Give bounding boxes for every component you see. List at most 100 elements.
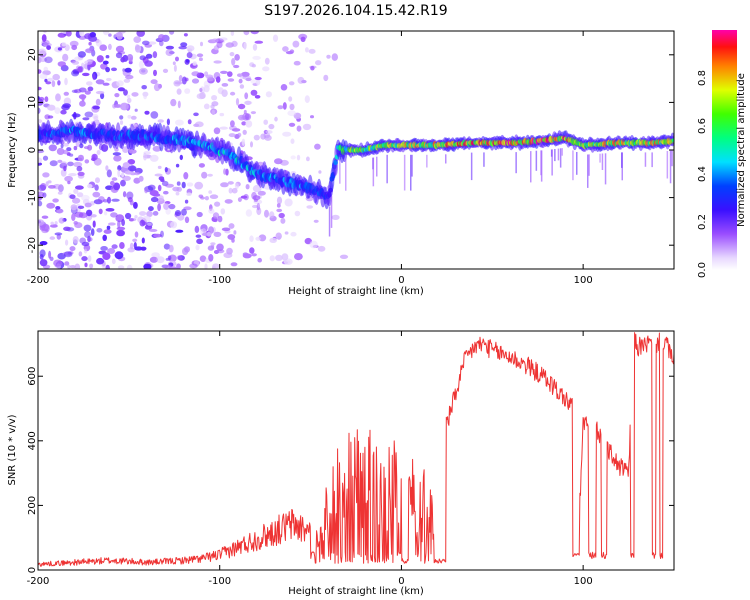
heatmap-noise-cell xyxy=(77,171,85,177)
heatmap-noise-cell xyxy=(293,60,301,66)
heatmap-streak xyxy=(561,148,563,156)
heatmap-streak xyxy=(644,152,647,167)
heatmap-noise-cell xyxy=(124,67,132,73)
heatmap-noise-cell xyxy=(280,84,288,91)
heatmap-noise-cell xyxy=(96,150,101,155)
heatmap-streak xyxy=(483,152,485,167)
heatmap-noise-cell xyxy=(122,162,130,169)
heatmap-noise-cell xyxy=(105,165,109,171)
heatmap-noise-cell xyxy=(178,75,183,82)
heatmap-noise-cell xyxy=(99,44,107,51)
heatmap-noise-cell xyxy=(39,259,48,267)
heatmap-noise-cell xyxy=(82,72,90,77)
heatmap-noise-cell xyxy=(196,53,204,58)
heatmap-noise-cell xyxy=(122,175,131,181)
heatmap-noise-cell xyxy=(249,235,254,242)
heatmap-noise-cell xyxy=(237,103,246,110)
heatmap-noise-cell xyxy=(243,100,253,105)
heatmap-noise-cell xyxy=(102,31,110,36)
heatmap-noise-cell xyxy=(264,134,272,141)
heatmap-noise-cell xyxy=(272,34,279,42)
heatmap-streak xyxy=(410,154,412,191)
heatmap-noise-cell xyxy=(115,32,123,38)
top-x-axis-label: Height of straight line (km) xyxy=(288,286,424,297)
heatmap-noise-cell xyxy=(142,215,151,222)
heatmap-streak xyxy=(651,152,653,168)
heatmap-noise-cell xyxy=(64,175,73,182)
heatmap-noise-cell xyxy=(160,178,165,182)
heatmap-noise-cell xyxy=(111,177,118,181)
heatmap-noise-cell xyxy=(108,222,116,226)
heatmap-noise-cell xyxy=(166,118,170,126)
heatmap-noise-cell xyxy=(254,95,261,99)
heatmap-noise-cell xyxy=(111,198,120,202)
heatmap-noise-cell xyxy=(73,145,78,151)
heatmap-noise-cell xyxy=(84,111,94,118)
heatmap-noise-cell xyxy=(77,66,83,73)
heatmap-noise-cell xyxy=(276,203,281,208)
bottom-x-axis-label: Height of straight line (km) xyxy=(288,586,424,597)
heatmap-noise-cell xyxy=(46,202,56,209)
heatmap-noise-cell xyxy=(163,190,169,195)
heatmap-noise-cell xyxy=(212,212,220,220)
heatmap-noise-cell xyxy=(121,218,125,227)
heatmap-noise-cell xyxy=(280,217,286,224)
heatmap-noise-cell xyxy=(168,203,176,210)
heatmap-noise-cell xyxy=(230,262,238,267)
heatmap-noise-cell xyxy=(241,138,246,146)
heatmap-noise-cell xyxy=(229,52,235,57)
heatmap-noise-cell xyxy=(65,239,69,246)
heatmap-noise-cell xyxy=(331,53,338,61)
heatmap-noise-cell xyxy=(143,152,147,161)
heatmap-noise-cell xyxy=(227,78,235,82)
heatmap-noise-cell xyxy=(157,119,164,123)
y-tick-label: 10 xyxy=(27,96,38,109)
heatmap-noise-cell xyxy=(38,184,46,191)
heatmap-noise-cell xyxy=(42,155,49,161)
heatmap-noise-cell xyxy=(48,144,57,152)
heatmap-noise-cell xyxy=(174,81,184,85)
heatmap-noise-cell xyxy=(228,223,235,229)
heatmap-noise-cell xyxy=(106,169,112,178)
heatmap-noise-cell xyxy=(176,88,182,95)
heatmap-noise-cell xyxy=(211,38,219,43)
heatmap-streak xyxy=(669,150,672,184)
heatmap-noise-cell xyxy=(211,101,219,107)
heatmap-noise-cell xyxy=(250,141,253,148)
heatmap-noise-cell xyxy=(64,77,68,86)
heatmap-noise-cell xyxy=(48,185,56,189)
heatmap-noise-cell xyxy=(289,103,295,111)
heatmap-noise-cell xyxy=(276,208,283,213)
heatmap-noise-cell xyxy=(219,126,228,130)
heatmap-noise-cell xyxy=(153,83,161,92)
heatmap-noise-cell xyxy=(314,143,321,150)
heatmap-noise-cell xyxy=(84,202,92,208)
colorbar-ticks: 0.0 0.2 0.4 0.6 0.8 xyxy=(697,70,708,278)
y-tick-label: 0 xyxy=(27,567,38,573)
heatmap-noise-cell xyxy=(252,195,261,201)
bottom-y-axis-label: SNR (10 * v/v) xyxy=(7,414,18,485)
heatmap-noise-cell xyxy=(172,186,180,192)
heatmap-noise-cell xyxy=(132,238,138,242)
heatmap-noise-cell xyxy=(235,98,240,106)
heatmap-noise-cell xyxy=(242,129,247,135)
heatmap-noise-cell xyxy=(288,96,293,102)
top-y-ticks: -20 -10 0 10 20 xyxy=(27,48,674,253)
heatmap-noise-cell xyxy=(144,187,149,194)
heatmap-noise-cell xyxy=(213,250,220,254)
heatmap-noise-cell xyxy=(191,78,200,84)
heatmap-streak xyxy=(559,148,562,168)
heatmap-noise-cell xyxy=(241,121,247,126)
heatmap-noise-cell xyxy=(38,119,43,124)
heatmap-streak xyxy=(386,154,388,184)
heatmap-streak xyxy=(540,150,543,182)
heatmap-noise-cell xyxy=(250,31,259,35)
heatmap-noise-cell xyxy=(164,167,168,173)
heatmap-noise-cell xyxy=(123,89,128,96)
heatmap-noise-cell xyxy=(216,41,223,49)
heatmap-noise-cell xyxy=(282,46,289,52)
heatmap-noise-cell xyxy=(176,263,181,269)
heatmap-noise-cell xyxy=(252,55,261,60)
heatmap-noise-cell xyxy=(75,185,84,190)
y-tick-label: -10 xyxy=(27,189,38,205)
